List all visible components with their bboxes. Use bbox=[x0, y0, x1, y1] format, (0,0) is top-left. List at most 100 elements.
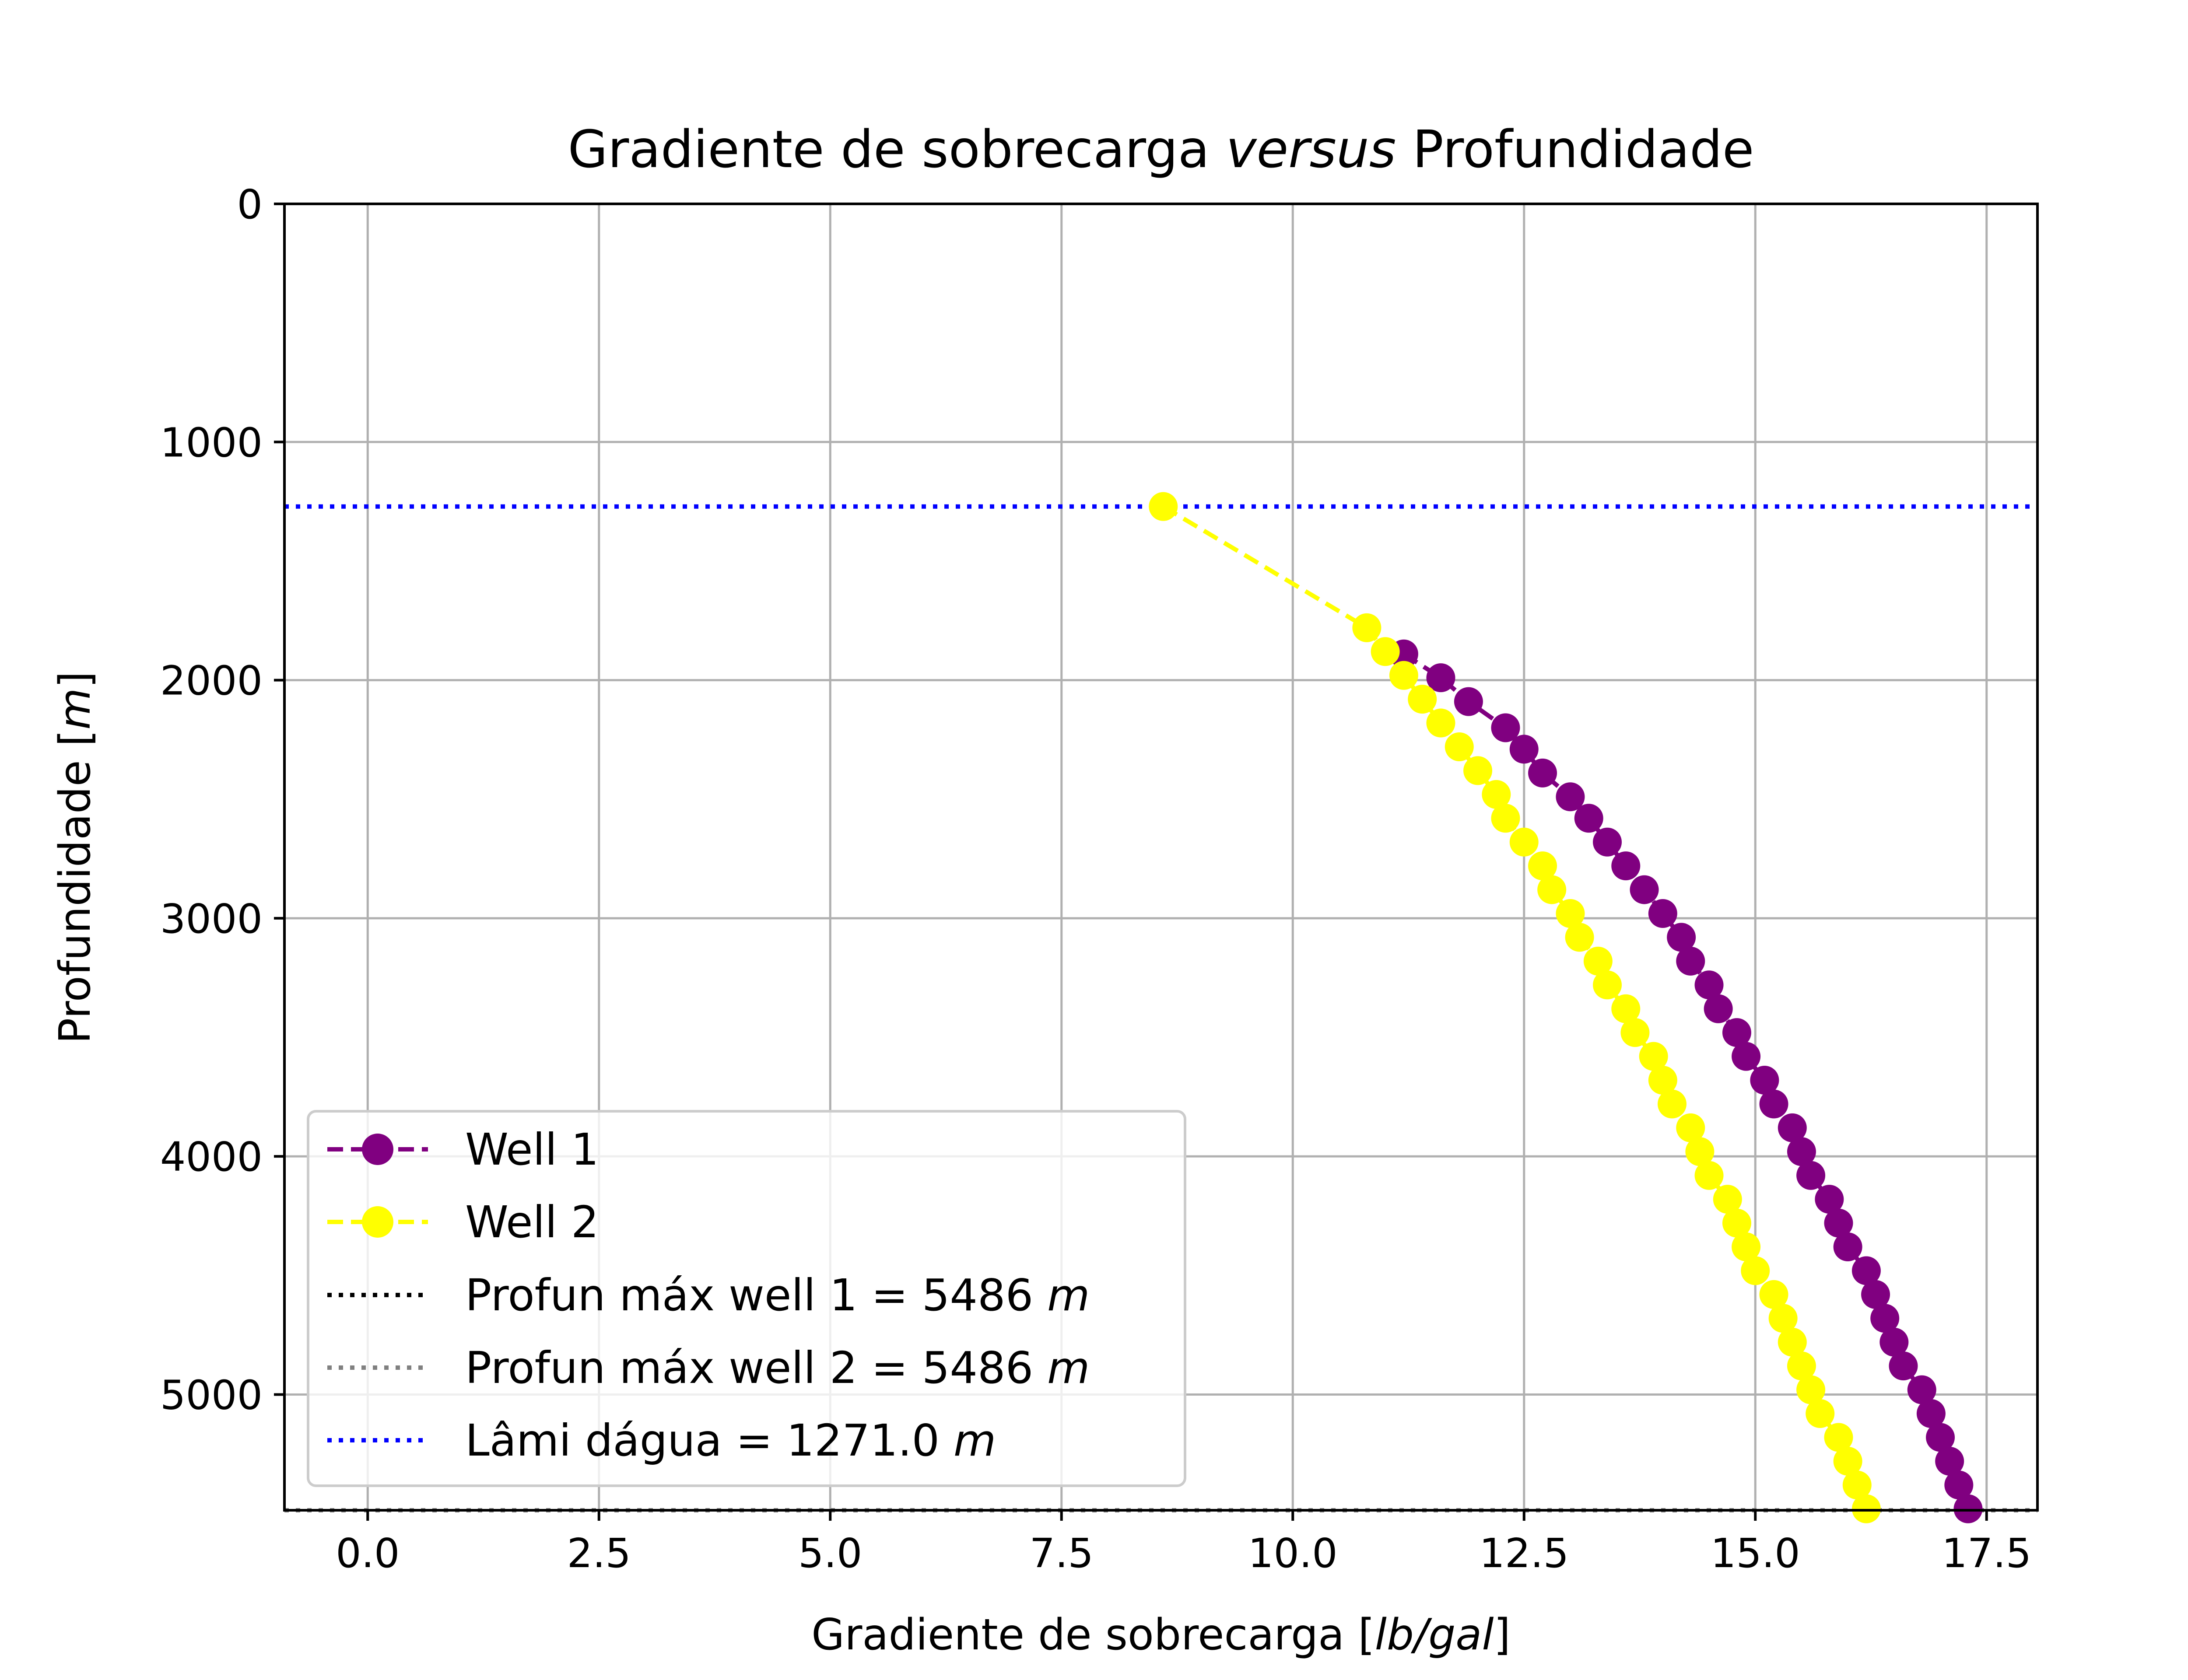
x-tick-label: 15.0 bbox=[1711, 1530, 1800, 1577]
data-point bbox=[1787, 1351, 1816, 1381]
data-point bbox=[1861, 1280, 1890, 1309]
data-point bbox=[1935, 1446, 1964, 1476]
legend-label-water-depth: Lâmi dágua = 1271.0 m bbox=[465, 1415, 996, 1466]
data-point bbox=[1491, 804, 1520, 833]
data-point bbox=[1889, 1351, 1918, 1381]
data-point bbox=[1509, 735, 1539, 764]
data-point bbox=[1796, 1375, 1826, 1404]
legend-label-well-2: Well 2 bbox=[465, 1197, 599, 1248]
data-point bbox=[1648, 899, 1677, 928]
data-point bbox=[1592, 970, 1622, 1000]
series-well-2 bbox=[1149, 492, 1881, 1523]
data-point bbox=[1371, 637, 1400, 666]
data-point bbox=[1426, 708, 1455, 738]
legend-entry-well-2: Well 2 bbox=[327, 1197, 599, 1248]
x-tick-label: 5.0 bbox=[798, 1530, 862, 1577]
data-point bbox=[1556, 782, 1585, 812]
x-axis-ticks: 0.0 2.5 5.0 7.5 10.0 12.5 15.0 17.5 bbox=[336, 1510, 2031, 1577]
data-point bbox=[1778, 1327, 1807, 1357]
legend-entry-max-depth-well-2: Profun máx well 2 = 5486 m bbox=[327, 1342, 1090, 1393]
y-tick-label: 0 bbox=[237, 181, 263, 228]
data-point bbox=[1833, 1446, 1862, 1476]
data-point bbox=[1870, 1304, 1900, 1333]
legend-entry-max-depth-well-1: Profun máx well 1 = 5486 m bbox=[327, 1270, 1090, 1321]
data-point bbox=[1482, 780, 1511, 809]
data-point bbox=[1389, 661, 1418, 690]
data-point bbox=[1565, 923, 1594, 952]
data-point bbox=[1676, 1113, 1705, 1142]
data-point bbox=[1759, 1280, 1788, 1309]
data-point bbox=[1750, 1066, 1779, 1095]
data-point bbox=[1639, 1042, 1668, 1071]
data-point bbox=[1528, 851, 1557, 881]
data-point bbox=[1806, 1399, 1835, 1428]
data-point bbox=[1833, 1232, 1862, 1262]
x-axis-label: Gradiente de sobrecarga [lb/gal] bbox=[811, 1610, 1511, 1660]
data-point bbox=[1620, 1018, 1650, 1047]
data-series bbox=[1149, 492, 1983, 1523]
data-point bbox=[1574, 804, 1603, 833]
data-point bbox=[1722, 1018, 1751, 1047]
data-point bbox=[1732, 1042, 1761, 1071]
data-point bbox=[1953, 1494, 1983, 1523]
legend-swatch-marker bbox=[362, 1134, 393, 1165]
data-point bbox=[1491, 713, 1520, 742]
data-point bbox=[1648, 1066, 1677, 1095]
data-point bbox=[1796, 1161, 1826, 1190]
data-point bbox=[1916, 1399, 1946, 1428]
data-point bbox=[1851, 1256, 1881, 1285]
data-point bbox=[1408, 685, 1437, 714]
data-point bbox=[1556, 899, 1585, 928]
data-point bbox=[1463, 756, 1493, 785]
data-point bbox=[1611, 994, 1641, 1023]
legend-entry-water-depth: Lâmi dágua = 1271.0 m bbox=[327, 1415, 996, 1466]
legend: Well 1 Well 2 Profun máx well 1 = 5486 m… bbox=[307, 1110, 1186, 1487]
data-point bbox=[1741, 1256, 1770, 1285]
data-point bbox=[1759, 1089, 1788, 1119]
x-tick-label: 10.0 bbox=[1248, 1530, 1338, 1577]
chart-title: Gradiente de sobrecarga versus Profundid… bbox=[568, 119, 1754, 179]
data-point bbox=[1528, 758, 1557, 788]
data-point bbox=[1592, 827, 1622, 857]
data-point bbox=[1667, 923, 1696, 952]
series-well-1 bbox=[1389, 639, 1983, 1523]
y-tick-label: 1000 bbox=[160, 419, 263, 466]
data-point bbox=[1149, 492, 1178, 521]
x-tick-label: 2.5 bbox=[567, 1530, 631, 1577]
data-point bbox=[1509, 827, 1539, 857]
y-tick-label: 2000 bbox=[160, 658, 263, 704]
data-point bbox=[1426, 663, 1455, 693]
data-point bbox=[1352, 613, 1382, 642]
legend-label-max-depth-well-2: Profun máx well 2 = 5486 m bbox=[465, 1342, 1090, 1393]
data-point bbox=[1657, 1089, 1687, 1119]
data-point bbox=[1694, 970, 1724, 1000]
data-point bbox=[1879, 1327, 1909, 1357]
y-tick-label: 4000 bbox=[160, 1134, 263, 1180]
y-tick-label: 3000 bbox=[160, 896, 263, 942]
legend-entry-well-1: Well 1 bbox=[327, 1124, 599, 1175]
x-tick-label: 12.5 bbox=[1479, 1530, 1569, 1577]
data-point bbox=[1722, 1208, 1751, 1238]
y-axis-ticks: 0 1000 2000 3000 4000 5000 bbox=[160, 181, 284, 1418]
legend-box bbox=[307, 1110, 1186, 1487]
data-point bbox=[1704, 994, 1733, 1023]
y-tick-label: 5000 bbox=[160, 1372, 263, 1418]
data-point bbox=[1824, 1423, 1853, 1452]
data-point bbox=[1732, 1232, 1761, 1262]
data-point bbox=[1944, 1470, 1974, 1500]
x-tick-label: 17.5 bbox=[1942, 1530, 2031, 1577]
data-point bbox=[1537, 875, 1567, 904]
data-point bbox=[1611, 851, 1641, 881]
plot-frame bbox=[283, 203, 2039, 1512]
legend-swatch-marker bbox=[362, 1206, 393, 1238]
data-point bbox=[1583, 946, 1613, 976]
data-point bbox=[1676, 946, 1705, 976]
data-point bbox=[1787, 1137, 1816, 1166]
data-point bbox=[1926, 1423, 1955, 1452]
data-point bbox=[1815, 1185, 1844, 1214]
data-point bbox=[1454, 687, 1483, 716]
x-tick-label: 7.5 bbox=[1030, 1530, 1094, 1577]
data-point bbox=[1768, 1304, 1798, 1333]
data-point bbox=[1445, 732, 1474, 761]
legend-label-well-1: Well 1 bbox=[465, 1124, 599, 1175]
